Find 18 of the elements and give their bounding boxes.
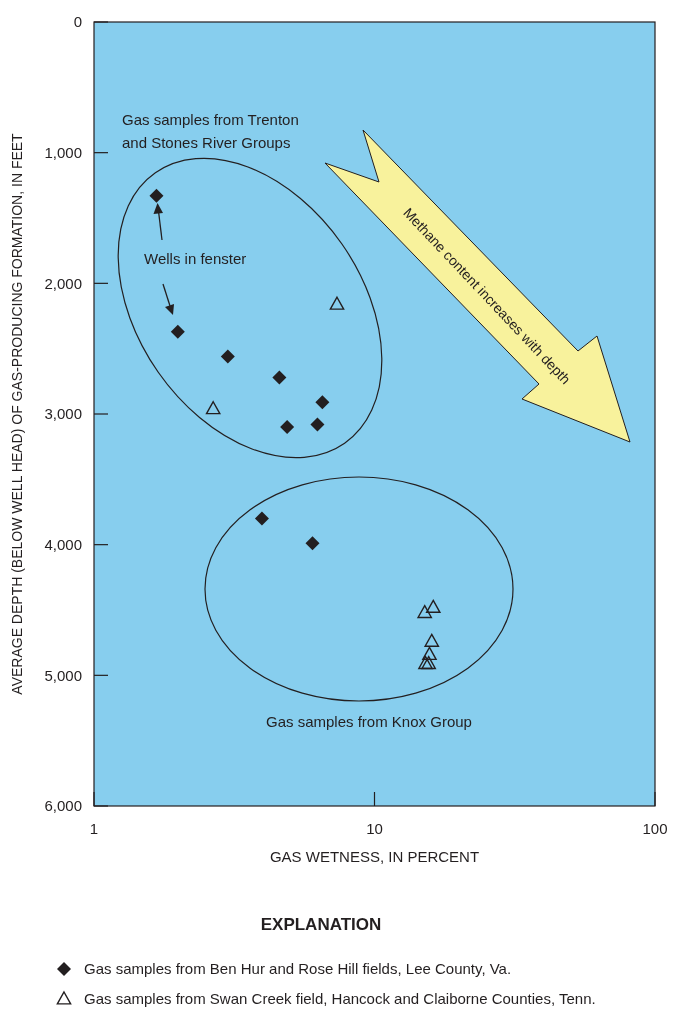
x-tick-label: 1 [89,820,99,837]
annotation: Gas samples from Trenton and Stones River Groups [122,111,299,151]
legend-title: EXPLANATION [260,915,382,934]
annotation: Gas samples from Knox Group [266,713,472,730]
y-axis-title: AVERAGE DEPTH (BELOW WELL HEAD) OF GAS-PRODUCING FORMATION, IN FEET [9,132,25,695]
y-tick-label: 0 [73,13,82,31]
annotation: Wells in fenster [144,250,247,267]
y-tick-label: 1,000 [44,143,82,161]
x-axis-title: GAS WETNESS, IN PERCENT [269,848,480,865]
x-tick-label: 100 [642,820,668,837]
legend-label: Gas samples from Ben Hur and Rose Hill fields, Lee County, Va. [84,960,512,978]
y-tick-label: 5,000 [44,666,82,684]
x-tick-label: 10 [366,820,383,837]
y-tick-label: 2,000 [44,274,82,292]
y-tick-label: 3,000 [44,405,82,423]
y-tick-label: 4,000 [44,535,82,553]
y-tick-label: 6,000 [44,797,82,815]
legend-label: Gas samples from Swan Creek field, Hancock and Claiborne Counties, Tenn. [84,990,596,1008]
